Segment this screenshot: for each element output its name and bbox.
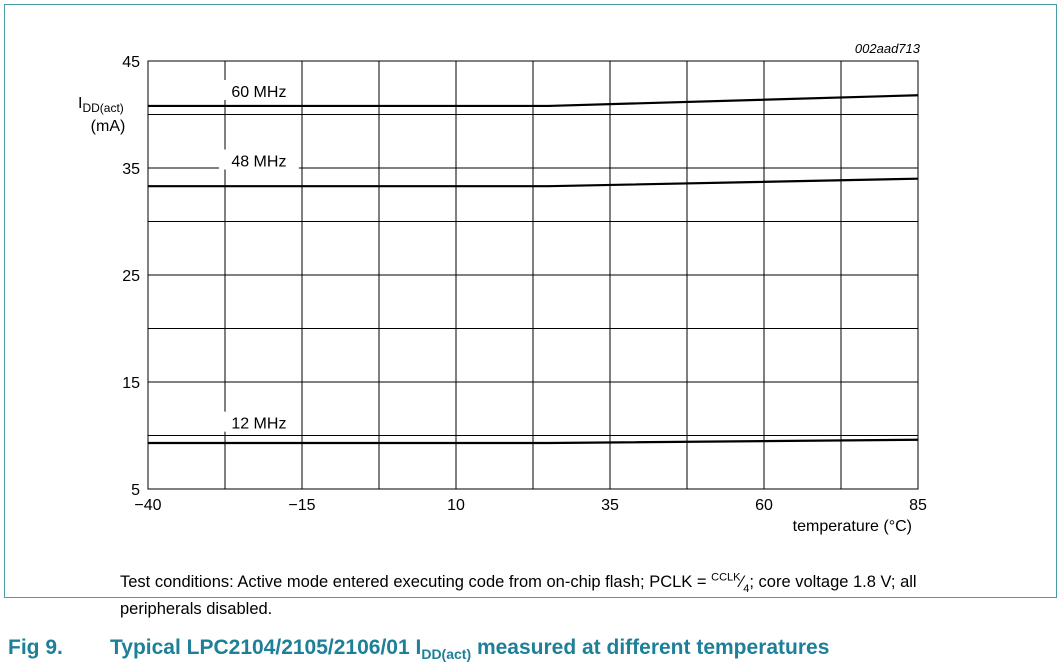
- series-lines: [148, 94, 919, 445]
- plot-border: [147, 60, 919, 490]
- caption-text-after: measured at different temperatures: [471, 636, 830, 659]
- series-label: 12 MHz: [231, 416, 286, 433]
- conditions-text-before: Test conditions: Active mode entered exe…: [120, 573, 712, 591]
- conditions-text-after: ; core voltage 1.8 V; all peripherals di…: [120, 573, 917, 618]
- figure-number: Fig 9.: [8, 636, 63, 659]
- figure-caption: Fig 9. Typical LPC2104/2105/2106/01 IDD(a…: [8, 636, 829, 662]
- series-label-bg: [218, 411, 299, 432]
- series-label-bg: [218, 79, 299, 100]
- y-tick-label: 45: [122, 54, 140, 71]
- figure-id: 002aad713: [855, 41, 921, 56]
- x-tick-label: 60: [755, 497, 773, 514]
- caption-text-before: Typical LPC2104/2105/2106/01 I: [110, 636, 422, 659]
- test-conditions: Test conditions: Active mode entered exe…: [120, 570, 980, 622]
- series-label: 60 MHz: [231, 84, 286, 101]
- x-axis-label: temperature (°C): [793, 518, 912, 535]
- y-axis-label: IDD(act): [78, 95, 124, 115]
- series-label-bg: [218, 149, 299, 170]
- x-tick-label: 10: [447, 497, 465, 514]
- series-line-2: [148, 438, 919, 445]
- series-line-1: [148, 177, 919, 188]
- x-tick-label: −40: [134, 497, 161, 514]
- labels: 60 MHz 48 MHz 12 MHz 5 15 25 35 45 −40 −15 10 35 60 8…: [78, 41, 927, 535]
- series-label: 48 MHz: [231, 154, 286, 171]
- chart: 60 MHz 48 MHz 12 MHz 5 15 25 35 45 −40 −15 10 35 60 8…: [78, 41, 927, 535]
- x-tick-label: −15: [288, 497, 315, 514]
- y-axis-unit: (mA): [91, 118, 126, 135]
- y-tick-label: 25: [122, 268, 140, 285]
- y-tick-label: 5: [131, 482, 140, 499]
- x-tick-label: 85: [909, 497, 927, 514]
- series-line-0: [148, 94, 919, 108]
- pclk-fraction-slash: ⁄: [740, 573, 744, 591]
- caption-subscript: DD(act): [421, 646, 472, 663]
- y-tick-label: 35: [122, 161, 140, 178]
- pclk-numerator: CCLK: [711, 571, 741, 584]
- x-tick-label: 35: [601, 497, 619, 514]
- figure-frame: [4, 4, 1057, 598]
- pclk-denominator: 4: [743, 583, 750, 595]
- y-tick-label: 15: [122, 375, 140, 392]
